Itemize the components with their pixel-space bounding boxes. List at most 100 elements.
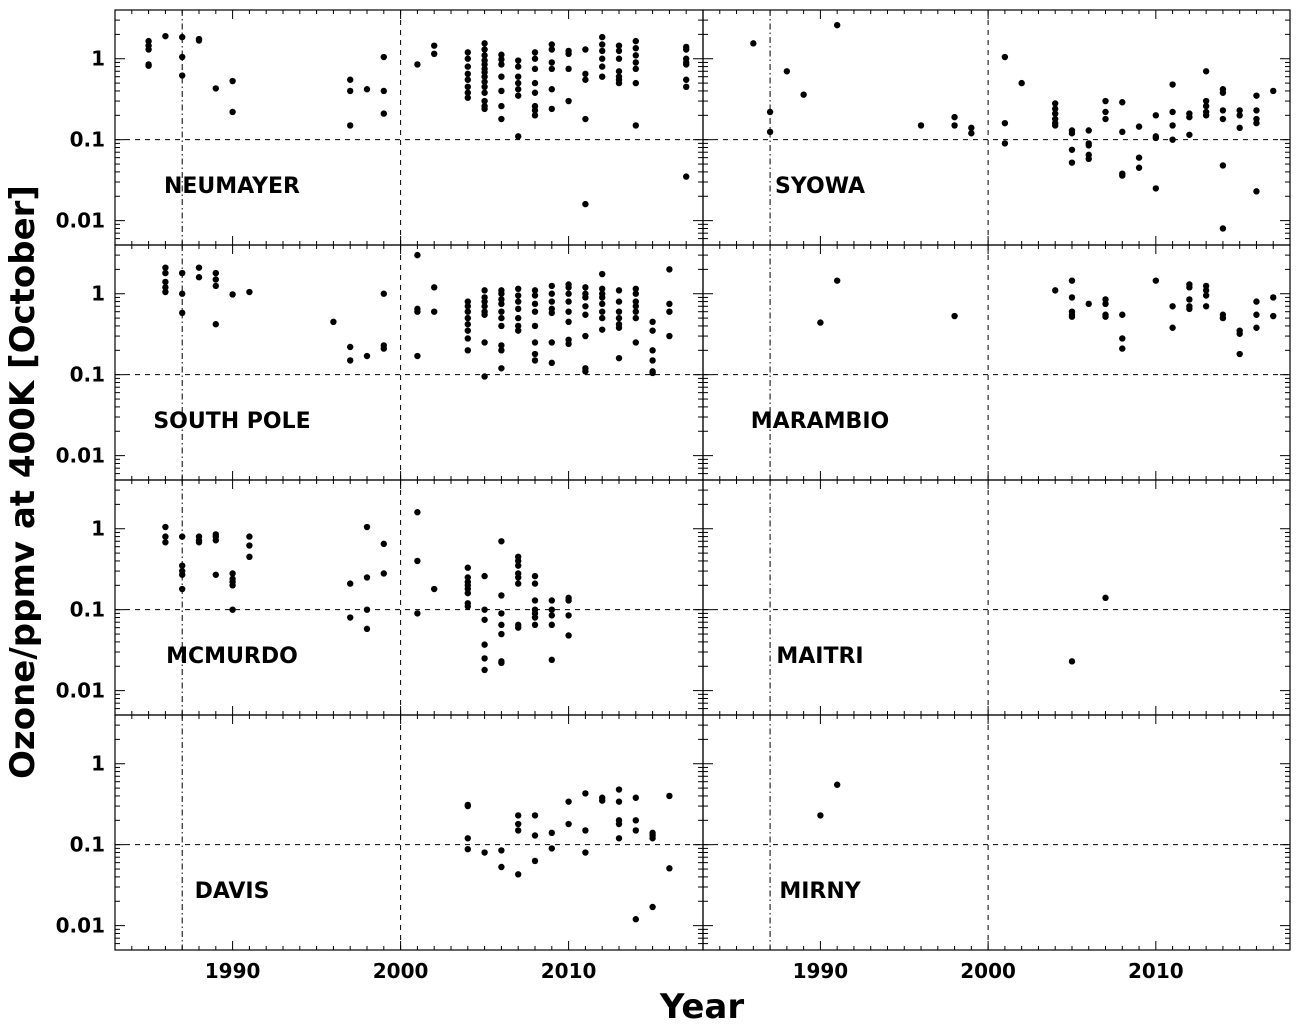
data-point — [464, 835, 471, 842]
data-point — [565, 612, 572, 619]
data-point — [246, 288, 253, 296]
y-tick-label: 0.01 — [56, 209, 105, 233]
data-point — [1236, 124, 1243, 132]
data-point — [1119, 335, 1126, 342]
data-point — [162, 284, 169, 291]
data-point — [212, 571, 219, 578]
data-point — [179, 562, 186, 569]
data-point — [498, 290, 505, 297]
data-point — [1186, 131, 1193, 138]
data-point — [615, 287, 623, 294]
data-point — [548, 105, 555, 113]
data-point — [162, 32, 169, 40]
data-point — [649, 369, 656, 377]
data-point — [548, 829, 555, 837]
data-point — [750, 40, 757, 47]
data-point — [515, 624, 522, 631]
data-point — [414, 61, 421, 68]
data-point — [515, 827, 522, 834]
data-point — [565, 597, 572, 604]
station-label: MARAMBIO — [751, 409, 889, 434]
data-point — [179, 33, 186, 41]
data-point — [464, 83, 471, 91]
data-point — [666, 308, 673, 315]
data-point — [515, 314, 522, 322]
data-point — [162, 264, 169, 271]
panel-grid: 0.01 0.1 1 NEUMAYER SYOWA 0.01 0.1 1 SOUTH POLE M… — [56, 9, 1291, 951]
panel-syowa: SYOWA — [702, 9, 1291, 246]
data-point — [162, 523, 169, 531]
data-point — [212, 85, 219, 92]
data-point — [548, 339, 555, 346]
panel-mirny: MIRNY — [702, 714, 1291, 951]
data-point — [582, 790, 589, 797]
data-point — [1085, 155, 1092, 163]
data-point — [431, 50, 438, 58]
data-point — [531, 597, 539, 604]
data-point — [481, 78, 488, 85]
data-point — [548, 46, 555, 53]
data-point — [498, 322, 505, 330]
data-point — [582, 368, 589, 375]
data-point — [632, 44, 639, 52]
data-point — [179, 290, 186, 297]
data-point — [515, 133, 522, 140]
data-point — [632, 339, 639, 346]
data-point — [212, 276, 219, 283]
data-point — [246, 542, 253, 549]
data-point — [179, 585, 186, 593]
data-point — [380, 53, 387, 61]
data-point — [615, 798, 623, 805]
data-point — [498, 592, 505, 599]
data-point — [548, 290, 555, 297]
data-point — [649, 357, 656, 364]
data-point — [414, 352, 421, 360]
data-point — [666, 865, 673, 872]
data-point — [1068, 294, 1076, 301]
data-point — [195, 37, 203, 44]
data-point — [1135, 123, 1143, 130]
data-point — [464, 89, 471, 96]
y-tick-label: 1 — [91, 517, 105, 541]
data-point — [565, 308, 572, 315]
data-point — [464, 70, 471, 78]
panel-maitri: MAITRI — [702, 479, 1291, 716]
data-point — [414, 251, 421, 259]
data-point — [380, 570, 387, 577]
data-point — [481, 73, 488, 80]
data-point — [515, 812, 522, 819]
data-point — [666, 332, 673, 340]
data-point — [548, 298, 555, 305]
data-point — [531, 308, 539, 315]
y-tick-label: 0.01 — [56, 679, 105, 703]
data-point — [599, 73, 606, 80]
data-point — [599, 308, 606, 315]
panel-frame — [702, 714, 1291, 951]
data-point — [1186, 305, 1193, 313]
data-point — [632, 827, 639, 834]
x-tick-label: 2000 — [960, 959, 1016, 983]
data-point — [833, 781, 841, 788]
data-point — [515, 298, 522, 305]
data-point — [481, 849, 488, 856]
data-point — [968, 124, 975, 132]
data-point — [464, 314, 471, 322]
data-point — [615, 68, 623, 75]
data-point — [380, 290, 387, 297]
x-tick-label: 2010 — [541, 959, 597, 983]
data-point — [498, 365, 505, 372]
data-point — [1253, 324, 1260, 331]
data-point — [1202, 287, 1210, 294]
data-point — [498, 56, 505, 63]
data-point — [632, 290, 639, 297]
data-point — [548, 309, 555, 317]
data-point — [1119, 99, 1126, 106]
data-point — [582, 332, 589, 340]
data-point — [582, 284, 589, 291]
y-tick-label: 1 — [91, 282, 105, 306]
data-point — [531, 292, 539, 299]
data-point — [531, 614, 539, 621]
data-point — [515, 57, 522, 64]
data-point — [481, 606, 488, 613]
data-point — [229, 291, 236, 298]
